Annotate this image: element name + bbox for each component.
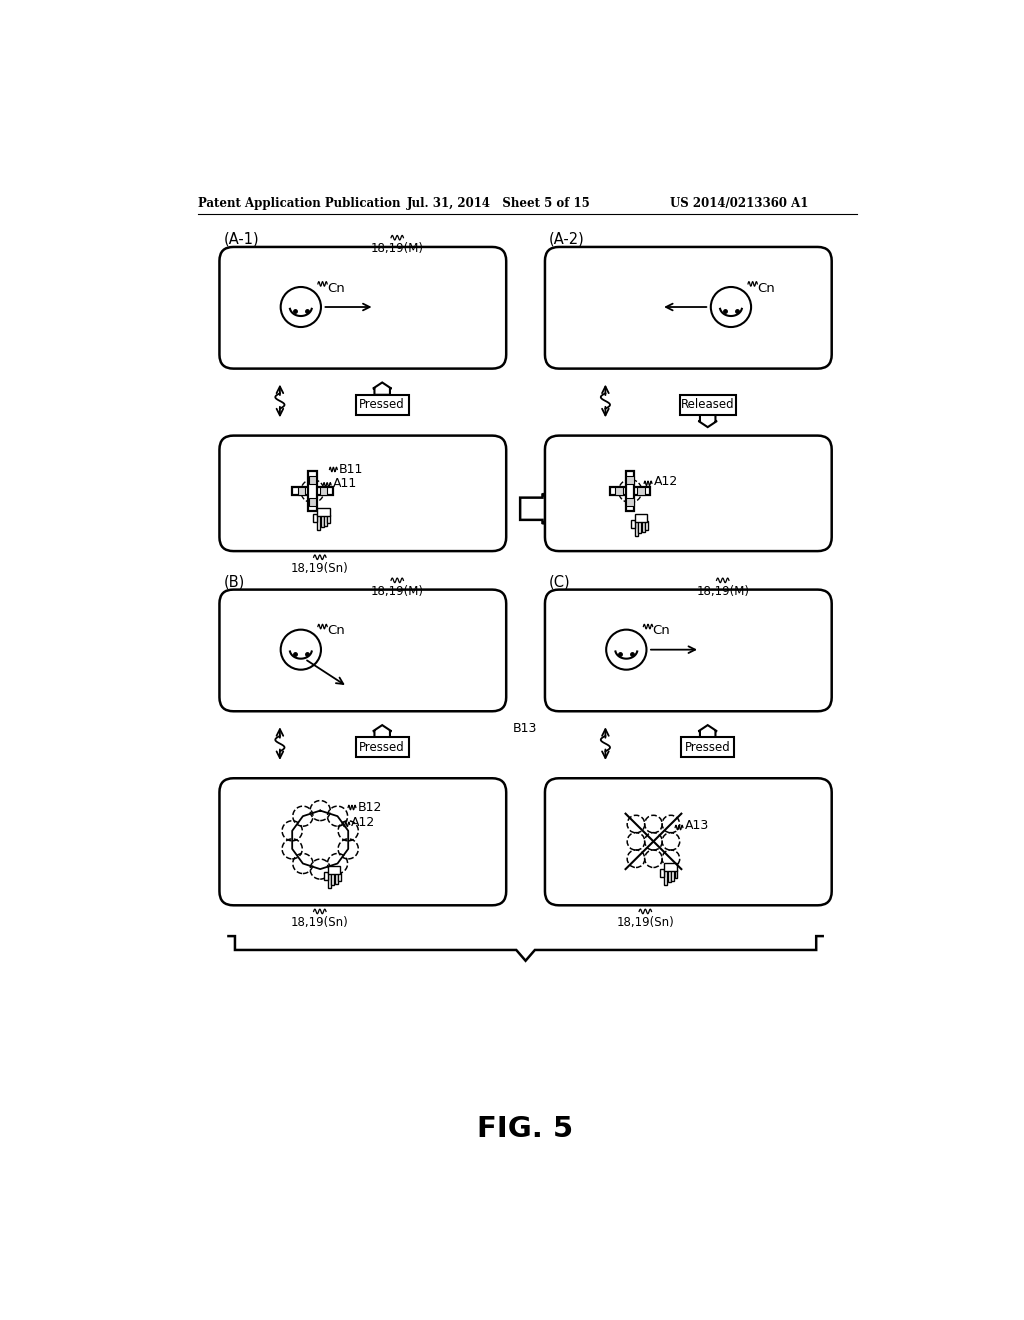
FancyBboxPatch shape [545, 779, 831, 906]
Text: FIG. 5: FIG. 5 [477, 1114, 572, 1143]
Bar [332, 873, 335, 886]
Polygon shape [373, 383, 391, 395]
Bar [317, 508, 330, 516]
Text: 18,19(M): 18,19(M) [371, 243, 424, 255]
Text: B12: B12 [357, 801, 382, 814]
Bar [298, 487, 305, 495]
Bar [338, 873, 341, 882]
Bar [668, 869, 671, 882]
Bar [308, 498, 316, 506]
Text: Cn: Cn [652, 624, 671, 638]
Text: A13: A13 [684, 820, 709, 833]
Bar [680, 395, 735, 414]
Text: A11: A11 [333, 477, 356, 490]
FancyBboxPatch shape [545, 247, 831, 368]
Bar [627, 498, 634, 506]
Bar [638, 487, 645, 495]
Text: US 2014/0213360 A1: US 2014/0213360 A1 [671, 197, 809, 210]
Bar [335, 873, 338, 884]
Bar [356, 395, 409, 414]
Text: Patent Application Publication: Patent Application Publication [198, 197, 400, 210]
Bar [292, 487, 333, 495]
Text: Released: Released [681, 399, 734, 412]
Bar [638, 520, 641, 533]
Bar [631, 520, 635, 528]
Polygon shape [698, 414, 717, 428]
Bar [627, 477, 634, 484]
Bar [660, 869, 664, 876]
Polygon shape [520, 494, 557, 524]
Bar [635, 520, 638, 536]
Bar [665, 869, 668, 884]
Bar [635, 515, 647, 521]
Bar [645, 521, 648, 529]
FancyBboxPatch shape [219, 436, 506, 552]
Bar [665, 863, 677, 871]
Bar [321, 513, 324, 527]
FancyBboxPatch shape [545, 436, 831, 552]
Bar [319, 487, 328, 495]
Text: (A-1): (A-1) [223, 232, 259, 247]
Bar [308, 477, 316, 484]
Bar [675, 870, 677, 878]
Text: Cn: Cn [328, 281, 345, 294]
Bar [356, 738, 409, 758]
Text: Pressed: Pressed [685, 741, 730, 754]
Bar [328, 866, 340, 874]
Bar [615, 487, 623, 495]
Text: 18,19(Sn): 18,19(Sn) [291, 916, 349, 929]
Text: B13: B13 [512, 722, 537, 735]
FancyBboxPatch shape [219, 779, 506, 906]
FancyBboxPatch shape [545, 590, 831, 711]
Bar [324, 873, 328, 880]
Polygon shape [698, 725, 717, 738]
Text: A12: A12 [653, 475, 678, 488]
Bar [324, 515, 327, 525]
Text: Pressed: Pressed [359, 399, 406, 412]
FancyBboxPatch shape [219, 247, 506, 368]
Text: 18,19(Sn): 18,19(Sn) [616, 916, 674, 929]
FancyBboxPatch shape [219, 590, 506, 711]
Text: Jul. 31, 2014   Sheet 5 of 15: Jul. 31, 2014 Sheet 5 of 15 [407, 197, 591, 210]
Bar [642, 521, 645, 532]
Bar [626, 471, 635, 511]
Polygon shape [373, 725, 391, 738]
Bar [328, 873, 331, 887]
Text: A12: A12 [351, 816, 376, 829]
Bar [328, 515, 330, 524]
Bar [317, 515, 321, 529]
Text: Cn: Cn [328, 624, 345, 638]
Bar [308, 471, 316, 511]
Text: B11: B11 [339, 463, 364, 477]
Text: (A-2): (A-2) [549, 232, 585, 247]
Bar [313, 515, 316, 521]
Bar [610, 487, 650, 495]
Text: (C): (C) [549, 574, 570, 590]
Bar [671, 870, 674, 880]
Text: (B): (B) [223, 574, 245, 590]
Text: Cn: Cn [758, 281, 775, 294]
Text: 18,19(M): 18,19(M) [696, 585, 750, 598]
Text: Pressed: Pressed [359, 741, 406, 754]
Text: 18,19(Sn): 18,19(Sn) [291, 562, 349, 576]
Text: 18,19(M): 18,19(M) [371, 585, 424, 598]
Bar [681, 738, 734, 758]
